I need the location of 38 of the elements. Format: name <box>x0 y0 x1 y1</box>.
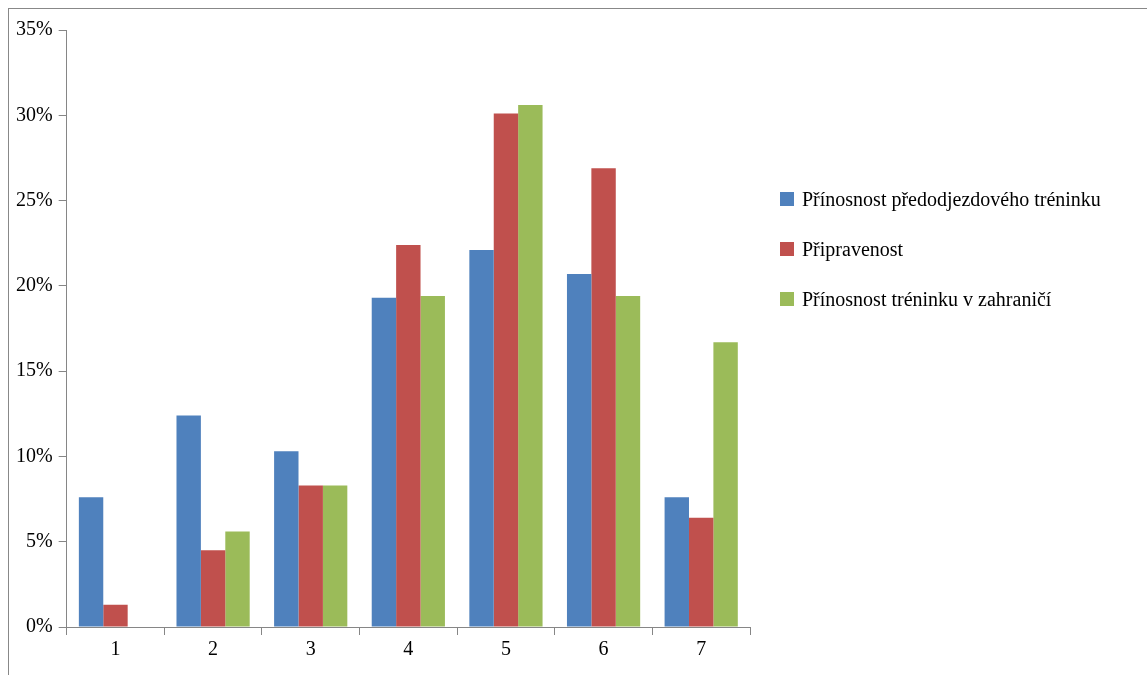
bar <box>274 451 299 627</box>
bar <box>78 497 104 627</box>
y-tick-label: 35% <box>15 17 53 40</box>
bar <box>493 113 519 627</box>
y-tick-label: 5% <box>25 528 53 551</box>
bar <box>298 485 323 627</box>
bar <box>469 250 494 627</box>
bar <box>664 497 689 627</box>
legend-label: Přínosnost tréninku v zahraničí <box>802 287 1052 312</box>
bar <box>420 296 445 627</box>
x-tick-label: 3 <box>305 637 316 660</box>
x-tick-label: 4 <box>403 637 414 660</box>
y-tick-label: 0% <box>25 614 53 637</box>
x-tick-label: 7 <box>696 637 707 660</box>
bar <box>176 415 201 627</box>
bar <box>615 296 641 627</box>
y-tick-label: 25% <box>15 187 53 210</box>
x-tick-label: 1 <box>110 637 121 660</box>
legend-label: Přínosnost předodjezdového tréninku <box>802 187 1101 213</box>
x-tick-label: 2 <box>208 637 219 660</box>
bar <box>566 273 592 627</box>
bar <box>518 105 543 627</box>
bar <box>591 168 616 627</box>
y-tick-label: 20% <box>15 273 53 296</box>
legend-label: Připravenost <box>802 237 904 263</box>
bar <box>371 297 397 627</box>
x-tick-label: 6 <box>598 637 609 660</box>
bar <box>713 342 738 627</box>
bar <box>688 517 714 627</box>
bar <box>322 485 348 627</box>
x-tick-label: 5 <box>500 637 511 660</box>
y-tick-label: 15% <box>15 358 53 381</box>
bar <box>396 244 421 627</box>
bar <box>200 550 226 627</box>
y-tick-label: 30% <box>15 102 53 125</box>
bar <box>103 604 128 627</box>
y-tick-label: 10% <box>15 443 53 466</box>
bar <box>225 531 250 627</box>
